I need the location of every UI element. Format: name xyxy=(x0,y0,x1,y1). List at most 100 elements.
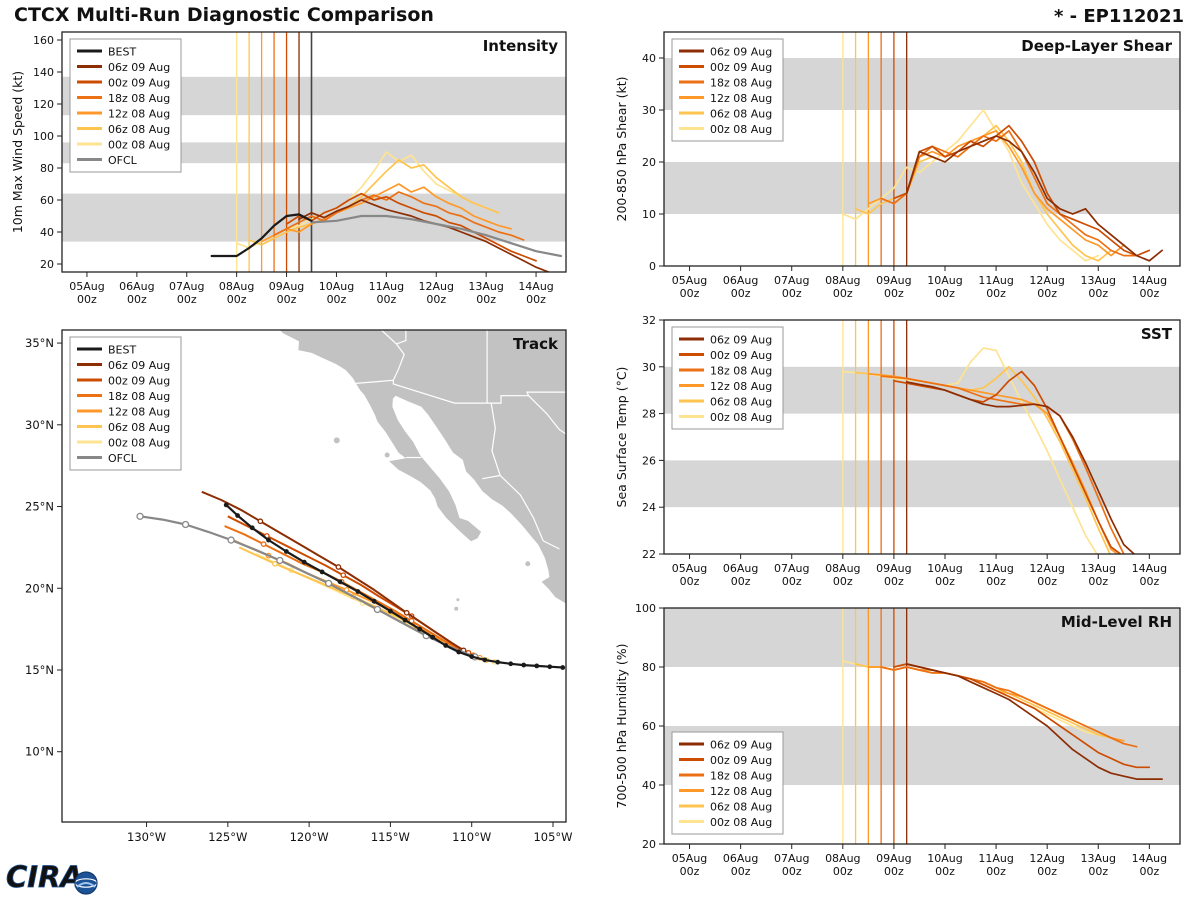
panel-title: SST xyxy=(1141,325,1173,343)
lon-tick-label: 115°W xyxy=(371,830,410,844)
legend-label: 00z 09 Aug xyxy=(710,349,772,362)
x-tick-label: 07Aug 00z xyxy=(169,280,204,306)
rh-chart: 05Aug 00z 06Aug 00z 07Aug 00z 08Aug 00z 09Aug 00z… xyxy=(614,602,1181,878)
track-06z 09 Aug xyxy=(201,490,465,652)
x-tick-label: 11Aug 00z xyxy=(978,562,1013,588)
legend-label: 00z 09 Aug xyxy=(108,77,170,90)
legend-label: BEST xyxy=(108,344,136,357)
state-border-line xyxy=(355,379,566,435)
track-point xyxy=(482,657,488,663)
track-point-open xyxy=(403,609,410,616)
track-point-open xyxy=(257,518,264,525)
legend-label: 06z 09 Aug xyxy=(710,46,772,59)
legend-label: 00z 08 Aug xyxy=(108,437,170,450)
x-tick-label: 05Aug 00z xyxy=(672,852,707,878)
series-06z 09 Aug xyxy=(905,663,1163,780)
y-tick-label: 80 xyxy=(40,162,54,175)
track-point xyxy=(283,549,289,554)
lat-tick-label: 20°N xyxy=(25,581,54,595)
track-point xyxy=(388,608,393,614)
shear-panel: 05Aug 00z 06Aug 00z 07Aug 00z 08Aug 00z 09Aug 00z… xyxy=(612,24,1192,316)
x-tick-label: 10Aug 00z xyxy=(319,280,354,306)
y-tick-label: 100 xyxy=(635,602,656,615)
intensity-chart: 05Aug 00z 06Aug 00z 07Aug 00z 08Aug 00z 09Aug 00z… xyxy=(10,31,567,306)
legend-label: 00z 08 Aug xyxy=(108,139,170,152)
y-tick-label: 32 xyxy=(642,314,656,327)
track-point-open xyxy=(227,536,235,544)
state-border-line xyxy=(396,330,407,345)
x-tick-label: 09Aug 00z xyxy=(269,280,304,306)
series-00z 09 Aug xyxy=(893,124,1151,257)
legend-label: 18z 08 Aug xyxy=(710,770,772,783)
track-chart: 130°W 125°W 120°W 115°W 110°W 105°W 10°N 15°N 20… xyxy=(25,329,573,844)
plot-frame xyxy=(663,31,1181,267)
panel-title: Deep-Layer Shear xyxy=(1021,37,1172,55)
lat-tick-label: 15°N xyxy=(25,663,54,677)
track-point xyxy=(249,525,255,531)
y-tick-label: 28 xyxy=(642,408,656,421)
y-tick-label: 30 xyxy=(642,104,656,117)
globe-icon xyxy=(74,871,98,895)
y-tick-label: 40 xyxy=(40,226,54,239)
x-tick-label: 12Aug 00z xyxy=(1029,562,1064,588)
legend-label: 06z 09 Aug xyxy=(710,739,772,752)
lat-tick-label: 10°N xyxy=(25,745,54,759)
plot-frame xyxy=(61,31,567,273)
y-tick-label: 20 xyxy=(40,258,54,271)
y-tick-label: 20 xyxy=(642,156,656,169)
y-tick-label: 160 xyxy=(33,34,54,47)
legend-label: 00z 09 Aug xyxy=(710,754,772,767)
state-border-line xyxy=(542,540,560,550)
x-tick-label: 14Aug 00z xyxy=(1132,562,1167,588)
series-18z 08 Aug xyxy=(880,375,1127,554)
x-tick-label: 12Aug 00z xyxy=(419,280,454,306)
legend-label: 12z 08 Aug xyxy=(710,380,772,393)
legend-label: 06z 08 Aug xyxy=(710,801,772,814)
lat-tick-label: 35°N xyxy=(25,336,54,350)
track-point xyxy=(508,661,514,667)
legend-label: 00z 08 Aug xyxy=(710,123,772,136)
x-tick-label: 14Aug 00z xyxy=(1132,274,1167,300)
shaded-band xyxy=(664,460,1180,508)
track-point xyxy=(337,579,343,585)
y-tick-label: 24 xyxy=(642,501,656,514)
y-tick-label: 140 xyxy=(33,66,54,79)
island xyxy=(333,437,340,444)
track-point xyxy=(560,665,566,670)
track-point-open xyxy=(136,512,144,520)
state-border-line xyxy=(482,474,501,480)
legend-label: 06z 08 Aug xyxy=(710,108,772,121)
legend-box xyxy=(671,731,784,835)
track-point xyxy=(402,617,408,623)
legend-label: 12z 08 Aug xyxy=(108,108,170,121)
x-tick-label: 06Aug 00z xyxy=(723,274,758,300)
series-00z 08 Aug xyxy=(841,109,1100,262)
y-tick-label: 26 xyxy=(642,454,656,467)
x-tick-label: 08Aug 00z xyxy=(825,274,860,300)
lon-tick-label: 120°W xyxy=(290,830,329,844)
cira-logo-graphic: CIRA xyxy=(6,860,98,895)
x-tick-label: 13Aug 00z xyxy=(468,280,503,306)
legend-label: 12z 08 Aug xyxy=(710,785,772,798)
y-tick-label: 22 xyxy=(642,548,656,561)
y-tick-label: 40 xyxy=(642,779,656,792)
legend-label: 18z 08 Aug xyxy=(108,92,170,105)
track-point xyxy=(430,634,436,640)
series-06z 09 Aug xyxy=(905,381,1136,554)
sst-chart: 05Aug 00z 06Aug 00z 07Aug 00z 08Aug 00z 09Aug 00z… xyxy=(614,314,1181,588)
lat-tick-label: 25°N xyxy=(25,500,54,514)
x-tick-label: 10Aug 00z xyxy=(927,274,962,300)
track-point xyxy=(534,663,540,669)
track-BEST xyxy=(225,504,563,669)
legend-box xyxy=(69,38,182,173)
track-point-open xyxy=(272,560,278,567)
x-tick-label: 06Aug 00z xyxy=(723,852,758,878)
x-tick-label: 05Aug 00z xyxy=(69,280,104,306)
lon-tick-label: 125°W xyxy=(208,830,247,844)
legend-label: 12z 08 Aug xyxy=(108,406,170,419)
x-tick-label: 11Aug 00z xyxy=(978,274,1013,300)
x-tick-label: 10Aug 00z xyxy=(927,852,962,878)
cira-logo: CIRA xyxy=(4,854,104,902)
panel-title: Mid-Level RH xyxy=(1061,613,1172,631)
track-point xyxy=(547,664,553,670)
